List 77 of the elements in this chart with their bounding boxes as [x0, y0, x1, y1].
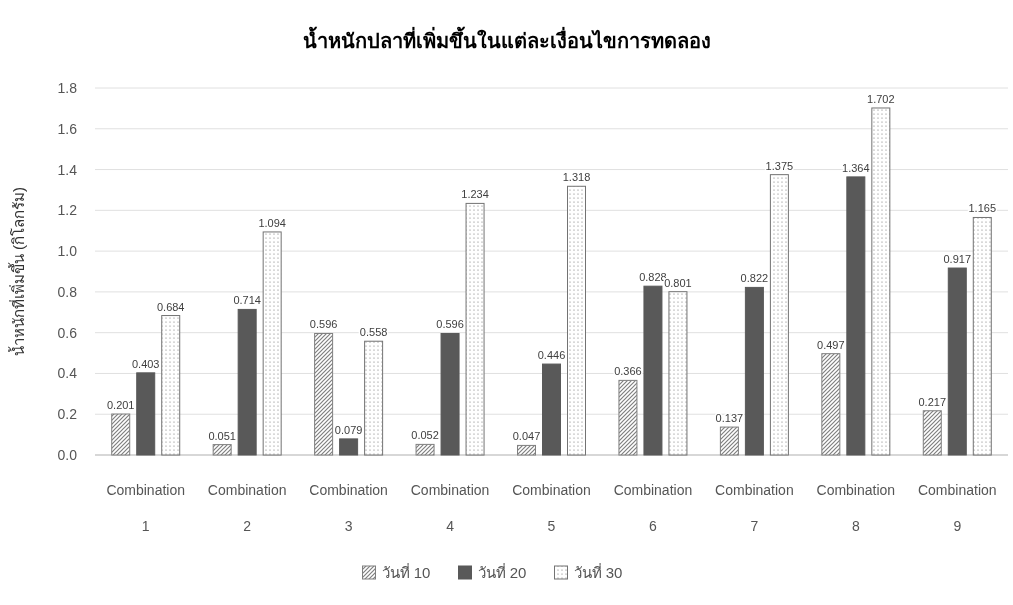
bar [161, 315, 181, 456]
category-label: Combination 3 [309, 482, 388, 534]
bar [947, 267, 967, 456]
data-label: 0.403 [131, 357, 160, 370]
data-label: 0.558 [359, 326, 388, 339]
data-label: 1.318 [562, 171, 591, 184]
y-tick-label: 1.2 [57, 202, 78, 219]
bar [821, 353, 841, 456]
category-label: Combination 5 [512, 482, 591, 534]
bar [136, 372, 156, 456]
y-tick-label: 0.8 [57, 283, 78, 300]
legend-label: วันที่ 10 [381, 562, 431, 581]
data-label: 0.217 [918, 395, 947, 408]
bar [237, 308, 257, 456]
data-label: 0.051 [208, 429, 236, 442]
data-label: 1.234 [461, 188, 489, 201]
data-label: 0.684 [156, 300, 185, 313]
data-label: 1.702 [867, 92, 895, 105]
data-label: 0.822 [740, 272, 769, 285]
legend-label: วันที่ 20 [477, 562, 527, 581]
data-label: 1.094 [258, 216, 286, 229]
data-label: 1.375 [765, 159, 794, 172]
y-tick-label: 0.0 [57, 447, 78, 463]
y-tick-label: 1.8 [57, 80, 78, 96]
y-tick-label: 0.6 [57, 324, 78, 341]
bar [618, 379, 638, 456]
bar [769, 174, 789, 456]
y-tick-label: 1.0 [57, 243, 78, 260]
y-tick-label: 1.6 [57, 120, 78, 137]
category-label: Combination 2 [207, 482, 287, 534]
data-label: 0.137 [715, 412, 744, 425]
bar [517, 444, 536, 456]
bar [111, 413, 131, 456]
bar [212, 444, 232, 456]
y-axis-title: น้ำหนักที่เพิ่มขึ้น (กิโลกรัม) [8, 186, 27, 357]
y-tick-label: 0.4 [57, 365, 78, 382]
bar [262, 231, 282, 456]
bar [465, 202, 485, 456]
data-label: 0.201 [106, 399, 135, 412]
data-label: 0.917 [943, 253, 972, 266]
category-label: Combination 7 [715, 482, 794, 534]
data-label: 0.801 [664, 276, 692, 289]
data-label: 0.047 [512, 430, 541, 443]
bar [440, 332, 460, 456]
bar [668, 291, 688, 456]
bar [643, 285, 663, 456]
data-label: 1.364 [842, 161, 870, 174]
y-tick-label: 1.4 [57, 161, 78, 178]
bar [542, 363, 561, 456]
category-label: Combination 8 [816, 482, 896, 534]
category-label: Combination 1 [106, 482, 186, 534]
legend-label: วันที่ 30 [573, 562, 623, 581]
bar [364, 340, 384, 456]
bar [339, 438, 359, 456]
bar [744, 286, 764, 456]
data-label: 0.052 [411, 429, 439, 442]
data-label: 0.596 [309, 318, 338, 331]
bar [846, 176, 866, 456]
data-label: 0.446 [537, 349, 566, 362]
y-tick-label: 0.2 [57, 406, 78, 423]
bar [314, 332, 334, 456]
bar [871, 107, 891, 456]
data-label: 1.165 [968, 202, 997, 215]
chart-title: น้ำหนักปลาที่เพิ่มขึ้นในแต่ละเงื่อนไขการทดลอง [302, 26, 711, 52]
bar [972, 216, 992, 456]
bar [415, 443, 435, 456]
category-label: Combination 6 [613, 482, 693, 534]
data-label: 0.079 [334, 423, 363, 436]
data-label: 0.596 [436, 318, 464, 331]
category-label: Combination 4 [410, 482, 490, 534]
bar [922, 410, 942, 456]
bar [719, 426, 739, 456]
category-label: Combination 9 [917, 482, 997, 534]
bar [567, 185, 586, 456]
data-label: 0.366 [614, 365, 642, 378]
data-label: 0.714 [233, 294, 261, 307]
data-label: 0.497 [817, 338, 845, 351]
